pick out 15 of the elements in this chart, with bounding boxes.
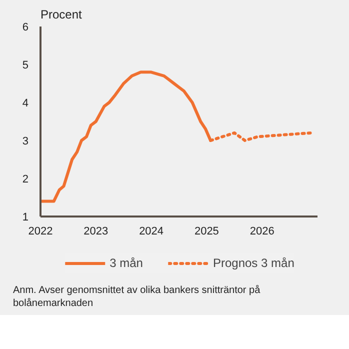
x-tick-label: 2025 — [194, 226, 219, 238]
x-tick-label: 2023 — [84, 226, 108, 238]
y-tick-label: 6 — [22, 22, 29, 34]
y-axis-title: Procent — [40, 8, 83, 22]
y-tick-label: 3 — [22, 136, 29, 148]
y-tick-label: 1 — [22, 212, 29, 224]
text: Anm. Avser genomsnittet av olika bankers snitträntor på bolånemarknaden — [13, 285, 262, 310]
x-tick-label: 2024 — [139, 226, 164, 238]
y-tick-label: 4 — [22, 98, 29, 110]
legend-label: 3 mån — [110, 256, 143, 270]
y-tick-label: 5 — [22, 60, 29, 72]
x-tick-label: 2022 — [28, 226, 53, 238]
x-tick-label: 2026 — [250, 226, 274, 238]
y-tick-label: 2 — [22, 174, 29, 186]
legend-label: Prognos 3 mån — [212, 256, 294, 270]
